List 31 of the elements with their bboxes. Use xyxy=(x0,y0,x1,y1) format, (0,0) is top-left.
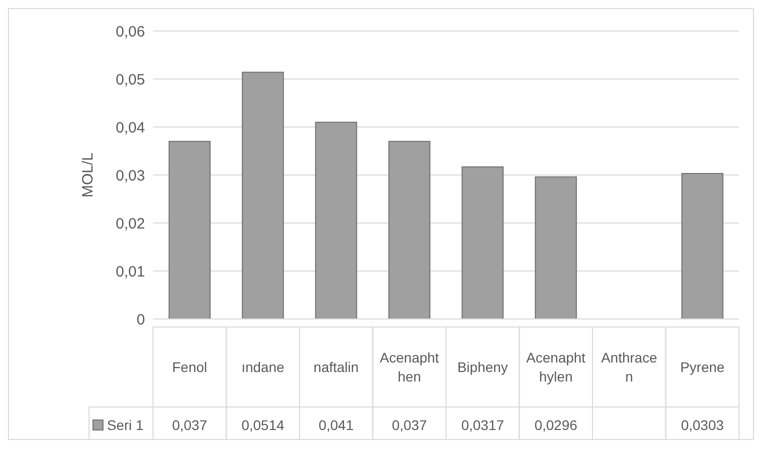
y-tick-label: 0,05 xyxy=(116,71,145,88)
data-label: 0,0317 xyxy=(461,417,504,433)
x-tick-label: Acenaphthylen xyxy=(526,350,586,384)
data-label: 0,041 xyxy=(318,417,354,433)
bar xyxy=(315,122,358,319)
data-label: 0,0514 xyxy=(241,417,284,433)
bar xyxy=(388,140,430,319)
bar xyxy=(681,173,724,319)
y-axis-title: MOL/L xyxy=(79,152,96,198)
y-tick-label: 0,01 xyxy=(116,263,145,280)
y-tick-label: 0,06 xyxy=(116,23,145,40)
legend-label: Seri 1 xyxy=(107,417,144,433)
x-tick-label: Bipheny xyxy=(457,359,508,375)
y-tick-label: 0,03 xyxy=(116,167,145,184)
x-tick-label: Pyrene xyxy=(680,359,725,375)
bar xyxy=(534,176,577,319)
y-tick-label: 0 xyxy=(136,311,145,328)
data-label: 0,037 xyxy=(172,417,208,433)
bar xyxy=(168,140,211,319)
x-tick-label: Anthracen xyxy=(601,350,658,384)
y-tick-label: 0,02 xyxy=(116,215,145,232)
x-tick-label: naftalin xyxy=(314,359,359,375)
data-label: 0,0296 xyxy=(534,417,578,433)
x-tick-label: Fenol xyxy=(172,359,208,375)
bar xyxy=(462,166,504,319)
x-tick-label: ındane xyxy=(241,359,284,375)
y-tick-label: 0,04 xyxy=(116,119,145,136)
x-tick-label: Acenaphthen xyxy=(380,350,440,384)
data-label: 0,037 xyxy=(392,417,428,433)
bar xyxy=(242,72,284,319)
data-label: 0,0303 xyxy=(680,417,724,433)
